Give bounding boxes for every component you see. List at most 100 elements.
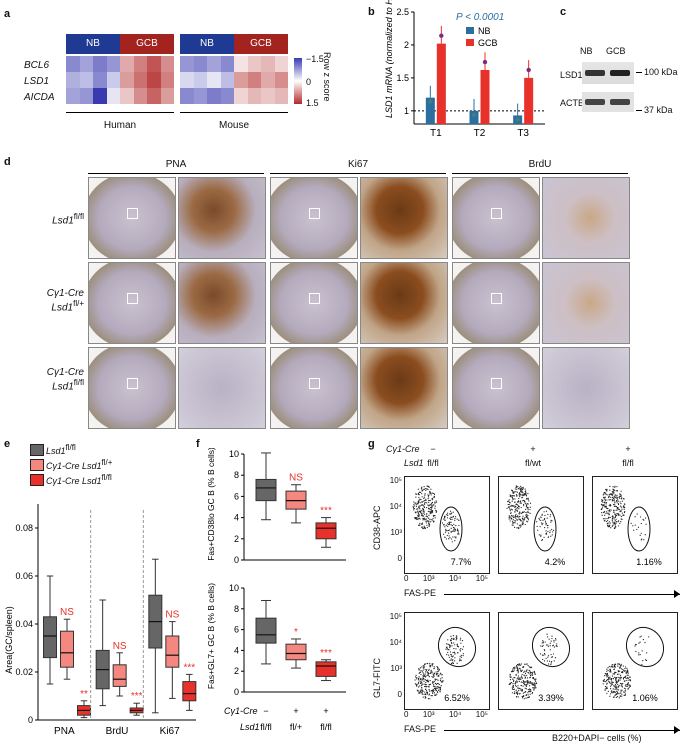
size-37kda: 37 kDa bbox=[644, 105, 673, 115]
f-xrow1-value: − bbox=[263, 706, 268, 716]
heatmap-cell bbox=[147, 72, 161, 88]
heatmap-cell bbox=[274, 56, 288, 72]
heatmap-cell bbox=[66, 88, 80, 104]
box bbox=[255, 617, 277, 644]
b-category-label: T2 bbox=[474, 128, 486, 139]
g-footer: B220+DAPI− cells (%) bbox=[552, 733, 642, 743]
f-ytick-label: 0 bbox=[234, 555, 239, 565]
row-label-1: Lsd1fl/fl bbox=[52, 212, 84, 227]
ihc-zoom-image bbox=[542, 262, 630, 344]
g-lsd1-label: Lsd1 bbox=[404, 458, 424, 468]
b-point bbox=[515, 117, 520, 122]
lsd1-mrna-chart: LSD1 mRNA (normalized to HPRT) P < 0.000… bbox=[384, 0, 545, 139]
col-header-brdu: BrdU bbox=[528, 159, 552, 170]
b-legend-nb: NB bbox=[478, 26, 491, 36]
g-lsd1-2: fl/wt bbox=[524, 458, 541, 468]
species-label-human: Human bbox=[103, 120, 137, 131]
box bbox=[315, 661, 337, 677]
flow-gate bbox=[627, 506, 651, 552]
e-significance: *** bbox=[131, 691, 143, 702]
b-point bbox=[471, 112, 477, 117]
zoom-region-box bbox=[309, 293, 320, 304]
row-label-3: Cγ1-Cre Lsd1fl/fl bbox=[46, 367, 84, 393]
b-legend-gcb-swatch bbox=[466, 39, 474, 46]
heatmap-cell bbox=[93, 56, 107, 72]
heatmap-cell bbox=[79, 72, 93, 88]
col-header-ki67: Ki67 bbox=[347, 159, 368, 170]
flow-gate bbox=[531, 626, 571, 668]
ihc-overview-image bbox=[88, 347, 176, 429]
e-significance: NS bbox=[60, 607, 74, 618]
e-ylabel: Area(GC/spleen) bbox=[4, 606, 14, 674]
b-ytick-label: 2.5 bbox=[396, 7, 409, 17]
g-lsd1-3: fl/fl bbox=[622, 458, 634, 468]
heatmap-cell bbox=[106, 72, 120, 88]
heatmap-cell bbox=[180, 72, 194, 88]
g-bottom-xlabel: FAS-PE bbox=[404, 724, 437, 734]
f-ytick-label: 6 bbox=[234, 625, 239, 635]
heatmap-cell bbox=[247, 72, 261, 88]
f-ytick-label: 10 bbox=[229, 449, 239, 459]
colorbar-tick-mid: 0 bbox=[306, 77, 312, 87]
b-category-label: T1 bbox=[430, 128, 442, 139]
heatmap-cell bbox=[120, 56, 134, 72]
b-bar bbox=[480, 69, 490, 124]
f-ytick-label: 4 bbox=[234, 513, 239, 523]
zoom-region-box bbox=[127, 208, 138, 219]
flow-gate-percent: 4.2% bbox=[545, 557, 566, 567]
gc-b-boxplots: Fas+CD38lo GC B (% B cells) Fas+GL7+ GC … bbox=[206, 448, 346, 732]
panel-label-g: g bbox=[368, 438, 375, 450]
f-xrow1-label: Cγ1-Cre bbox=[224, 706, 258, 716]
zoom-region-box bbox=[491, 293, 502, 304]
ihc-overview-image bbox=[270, 347, 358, 429]
f-top-ylabel: Fas+CD38lo GC B (% B cells) bbox=[206, 448, 216, 561]
flow-plot: 4.2% bbox=[498, 476, 584, 574]
flow-ytick-label: 10⁴ bbox=[389, 502, 402, 511]
flow-ytick-label: 0 bbox=[397, 690, 402, 699]
heatmap-cell bbox=[180, 88, 194, 104]
heatmap-cell bbox=[147, 56, 161, 72]
heatmap-cell bbox=[193, 56, 207, 72]
heatmap-cell bbox=[160, 56, 174, 72]
flow-plot: 6.52% bbox=[404, 612, 490, 710]
b-category-label: T3 bbox=[517, 128, 529, 139]
b-point bbox=[439, 33, 444, 38]
b-ytick-label: 1.5 bbox=[396, 73, 409, 83]
f-significance: * bbox=[294, 627, 298, 638]
b-bar bbox=[436, 43, 446, 124]
box bbox=[60, 630, 74, 668]
heatmap-cell bbox=[180, 56, 194, 72]
box bbox=[112, 664, 127, 687]
heatmap-cell bbox=[220, 72, 234, 88]
f-ytick-label: 6 bbox=[234, 491, 239, 501]
e-ytick-label: 0.04 bbox=[15, 619, 33, 629]
b-legend-nb-swatch bbox=[466, 27, 474, 34]
box bbox=[43, 616, 57, 659]
heatmap-cell bbox=[234, 56, 248, 72]
flow-gate bbox=[533, 506, 557, 552]
g-cre-label: Cγ1-Cre bbox=[386, 444, 420, 454]
band-label-actb: ACTB bbox=[560, 98, 585, 108]
heatmap-cell bbox=[234, 72, 248, 88]
e-significance: ** bbox=[80, 689, 88, 700]
f-ytick-label: 4 bbox=[234, 645, 239, 655]
box bbox=[182, 681, 197, 702]
blot-label-gcb: GCB bbox=[606, 46, 626, 56]
ihc-zoom-image bbox=[360, 262, 448, 344]
ihc-overview-image bbox=[270, 177, 358, 259]
colorbar bbox=[294, 58, 302, 104]
f-ytick-label: 0 bbox=[234, 687, 239, 697]
b-point bbox=[526, 67, 531, 73]
western-blot-panel: NB GCB LSD1 ACTB 100 kDa 37 kDa bbox=[560, 0, 685, 150]
heatmap-cell bbox=[160, 88, 174, 104]
b-legend-gcb: GCB bbox=[478, 38, 498, 48]
heatmap-cell bbox=[193, 88, 207, 104]
e-ytick-label: 0.06 bbox=[15, 571, 33, 581]
heatmap-cell bbox=[234, 88, 248, 104]
ihc-zoom-image bbox=[178, 177, 266, 259]
box bbox=[255, 478, 277, 502]
gene-label-aicda: AICDA bbox=[24, 92, 55, 103]
panel-label-b: b bbox=[368, 6, 375, 18]
b-bar bbox=[425, 97, 435, 124]
heatmap-cell bbox=[220, 56, 234, 72]
